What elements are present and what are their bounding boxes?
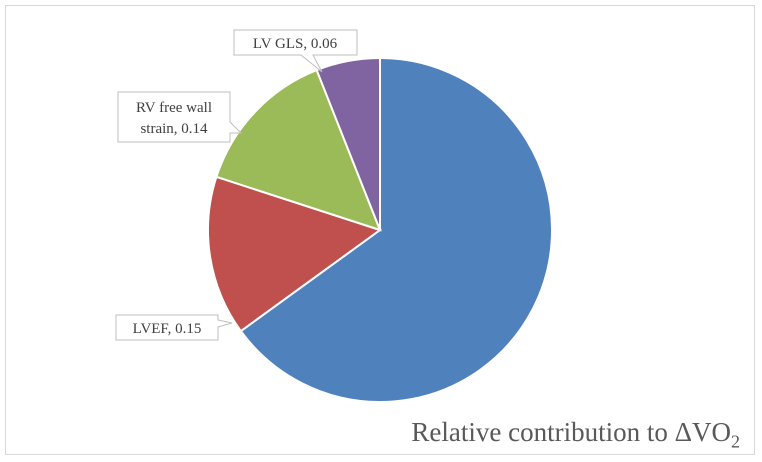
label-rv-line1: RV free wall [136,100,212,116]
label-lvef: LVEF, 0.15 [133,321,202,337]
chart-title: Relative contribution to ΔVO2 [411,417,740,452]
title-main: VO [692,416,731,447]
label-rv-line2: strain, 0.14 [140,121,208,137]
pie-slice-2 [215,68,382,232]
callout-rv-free-wall-strain: RV free wall strain, 0.14 [117,91,243,143]
pie-slice-1 [207,175,383,333]
callout-lvef: LVEF, 0.15 [115,314,233,341]
pie-slice-3 [315,56,381,231]
title-subscript: 2 [731,431,740,451]
pie-slice-0 [239,56,553,403]
label-lv-gls: LV GLS, 0.06 [253,36,338,52]
callout-lv-gls: LV GLS, 0.06 [233,29,358,73]
title-prefix: Relative contribution to [411,416,675,447]
title-delta: Δ [674,416,692,447]
